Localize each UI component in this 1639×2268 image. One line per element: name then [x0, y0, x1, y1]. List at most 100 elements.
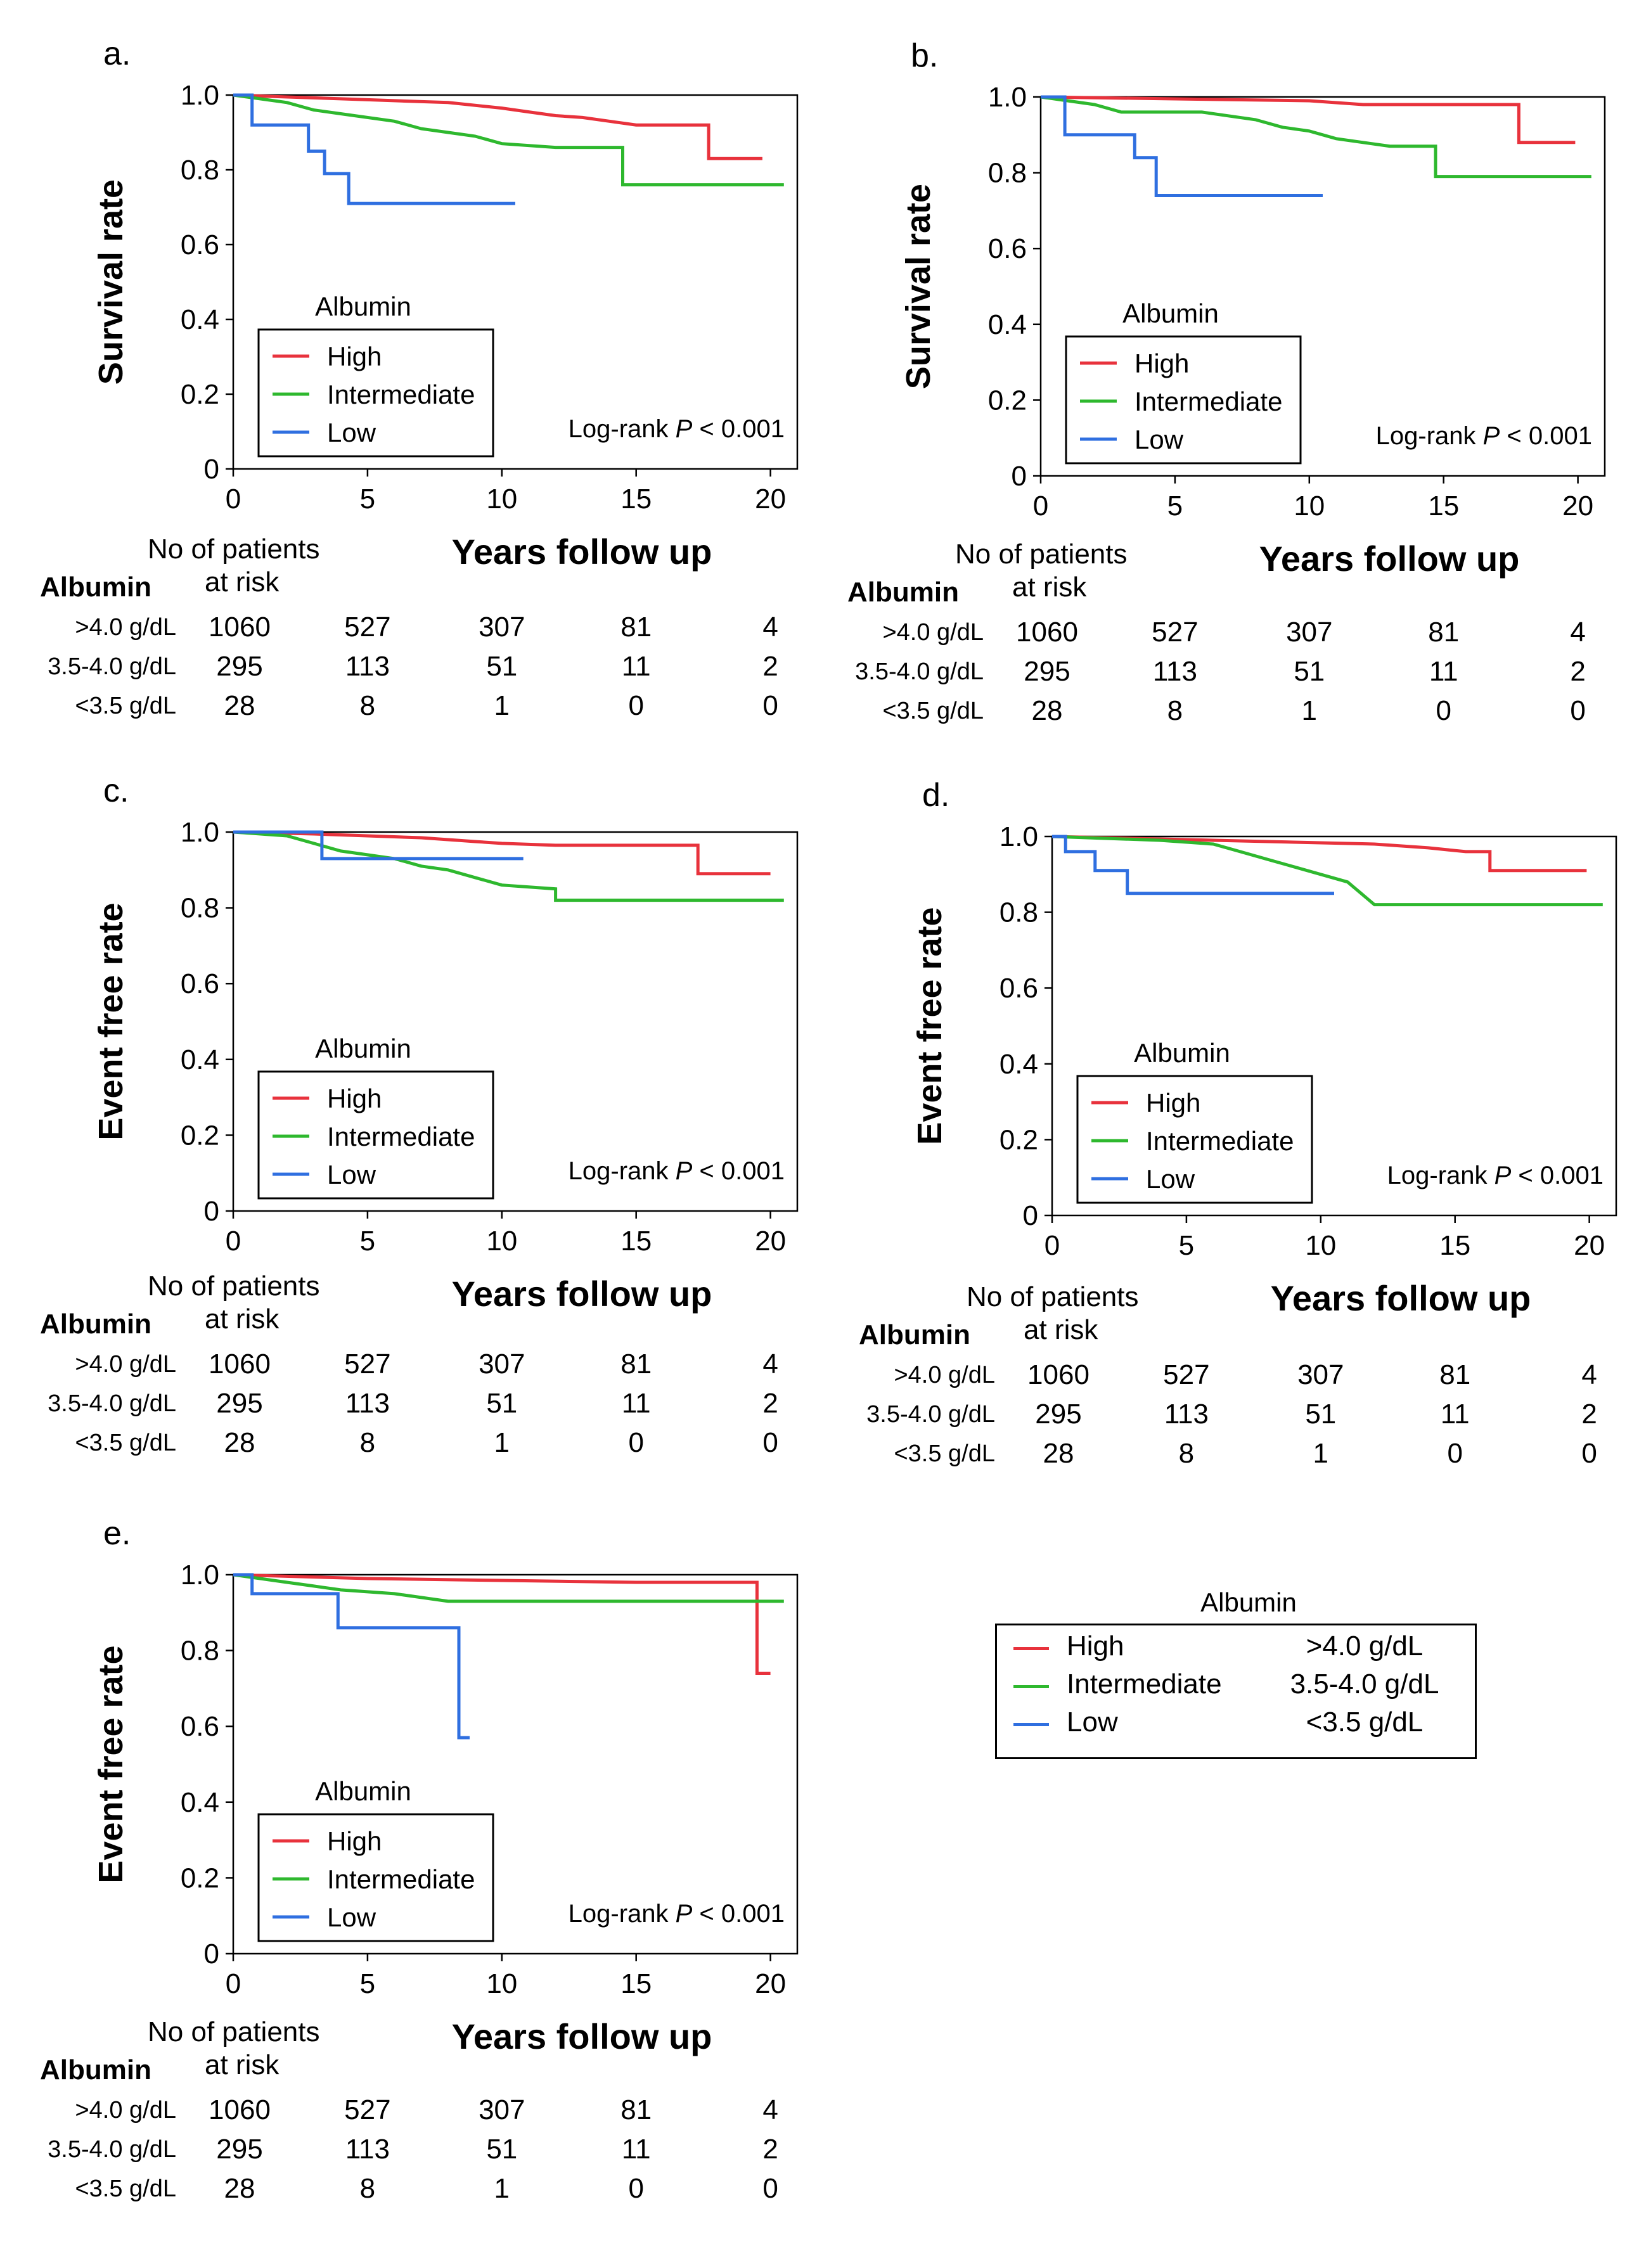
- risk-table-group-label: Albumin: [40, 572, 151, 603]
- global-legend-row: Low <3.5 g/dL: [997, 1707, 1479, 1745]
- panel-letter: a.: [103, 35, 131, 72]
- risk-count: 1: [494, 2173, 510, 2204]
- risk-count: 113: [1152, 656, 1197, 687]
- panel-letter: d.: [922, 777, 950, 814]
- series-line-intermediate: [1051, 835, 1603, 907]
- risk-count: 11: [1440, 1399, 1470, 1430]
- risk-row-label: >4.0 g/dL: [75, 1351, 176, 1378]
- risk-row-label: 3.5-4.0 g/dL: [855, 658, 984, 685]
- risk-row-label: <3.5 g/dL: [75, 1430, 176, 1456]
- risk-count: 295: [216, 1388, 263, 1419]
- legend-swatch-low: [1013, 1723, 1049, 1726]
- x-tick-label: 10: [486, 1226, 517, 1257]
- y-tick-label: 0.4: [181, 1044, 219, 1075]
- y-tick-label: 0.2: [181, 1120, 219, 1151]
- risk-count: 0: [1436, 695, 1451, 726]
- x-tick-label: 15: [620, 1968, 652, 1999]
- risk-count: 527: [344, 612, 391, 643]
- risk-row-label: >4.0 g/dL: [75, 2097, 176, 2124]
- x-tick-label: 5: [1179, 1230, 1194, 1261]
- panel-letter: b.: [911, 37, 939, 74]
- y-tick-label: 0.6: [181, 968, 219, 999]
- risk-count: 2: [1581, 1399, 1597, 1430]
- x-tick-label: 20: [1562, 490, 1593, 522]
- legend-range: >4.0 g/dL: [1306, 1631, 1424, 1662]
- risk-row-label: >4.0 g/dL: [75, 614, 176, 641]
- y-tick-label: 0.6: [988, 233, 1027, 264]
- risk-count: 28: [1031, 695, 1063, 726]
- risk-count: 527: [344, 1349, 391, 1380]
- global-legend-title: Albumin: [1200, 1587, 1297, 1617]
- risk-count: 307: [479, 612, 525, 643]
- risk-count: 4: [762, 1349, 778, 1380]
- risk-count: 51: [486, 2134, 518, 2165]
- risk-count: 0: [762, 690, 778, 721]
- risk-table-title: No of patients: [148, 1271, 320, 1302]
- legend-swatch-high: [1013, 1647, 1049, 1650]
- series-line-intermediate: [1040, 95, 1591, 179]
- series-line-low: [233, 93, 515, 205]
- y-axis-label: Survival rate: [899, 184, 937, 389]
- risk-count: 1060: [209, 2094, 271, 2125]
- risk-table-group-label: Albumin: [847, 577, 959, 608]
- risk-count: 527: [1152, 617, 1199, 648]
- risk-count: 295: [216, 651, 263, 682]
- risk-row-label: 3.5-4.0 g/dL: [866, 1401, 995, 1428]
- risk-table-group-label: Albumin: [40, 2054, 151, 2085]
- risk-count: 8: [1178, 1438, 1195, 1469]
- series-line-low: [1041, 95, 1323, 197]
- chart-panel-a: 0 0.2 0.4 0.6 0.8 1.0 0 5 10 15 20 Survival rate Yea…: [92, 80, 799, 572]
- series-line-high: [233, 93, 762, 160]
- legend-label: Intermediate: [1134, 387, 1282, 416]
- risk-count: 0: [628, 1427, 644, 1458]
- plot-frame: [1039, 96, 1606, 477]
- y-tick-label: 0.2: [181, 379, 219, 410]
- x-tick-label: 20: [1574, 1230, 1605, 1261]
- risk-count: 113: [345, 1388, 390, 1419]
- plot-frame: [232, 1573, 799, 1955]
- x-tick-label: 10: [486, 484, 517, 515]
- risk-count: 307: [1286, 617, 1333, 648]
- series-line-high: [233, 830, 771, 876]
- risk-count: 28: [224, 2173, 255, 2204]
- risk-row-label: 3.5-4.0 g/dL: [48, 653, 176, 680]
- risk-count: 0: [1581, 1438, 1597, 1469]
- y-tick-label: 0: [204, 1196, 219, 1227]
- legend-range: <3.5 g/dL: [1306, 1707, 1424, 1738]
- risk-count: 4: [762, 612, 778, 643]
- risk-row-label: <3.5 g/dL: [75, 2175, 176, 2202]
- y-tick-label: 0.6: [181, 1711, 219, 1742]
- risk-count: 0: [628, 690, 644, 721]
- y-tick-label: 0: [204, 1938, 219, 1970]
- logrank-annotation: Log-rank P < 0.001: [569, 1900, 785, 1928]
- risk-count: 2: [762, 1388, 778, 1419]
- y-tick-label: 1.0: [181, 1560, 219, 1591]
- y-tick-label: 0.4: [181, 304, 219, 335]
- risk-count: 11: [1429, 656, 1458, 687]
- risk-table-title: No of patients: [148, 534, 320, 565]
- risk-count: 51: [1305, 1399, 1337, 1430]
- x-tick-label: 10: [1294, 490, 1325, 522]
- risk-count: 1060: [1016, 617, 1078, 648]
- y-tick-label: 0.2: [181, 1862, 219, 1893]
- risk-count: 1: [494, 1427, 510, 1458]
- risk-count: 11: [621, 1388, 651, 1419]
- x-tick-label: 20: [755, 1968, 786, 1999]
- y-tick-label: 0.8: [181, 155, 219, 186]
- series-line-high: [1040, 95, 1576, 144]
- legend-label: Low: [1134, 425, 1184, 454]
- x-tick-label: 15: [620, 1226, 652, 1257]
- risk-count: 28: [224, 690, 255, 721]
- risk-count: 28: [224, 1427, 255, 1458]
- legend-label: Low: [327, 1902, 376, 1932]
- risk-table-group-label: Albumin: [40, 1309, 151, 1340]
- legend-label: High: [327, 1084, 382, 1113]
- risk-count: 51: [486, 651, 518, 682]
- x-tick-label: 5: [360, 1968, 375, 1999]
- x-tick-label: 0: [226, 484, 241, 515]
- y-tick-label: 0.4: [181, 1787, 219, 1818]
- series-line-low: [1052, 835, 1334, 895]
- x-axis-label: Years follow up: [452, 2016, 712, 2056]
- risk-table-subtitle: at risk: [205, 567, 280, 598]
- legend-label: Intermediate: [327, 1864, 475, 1894]
